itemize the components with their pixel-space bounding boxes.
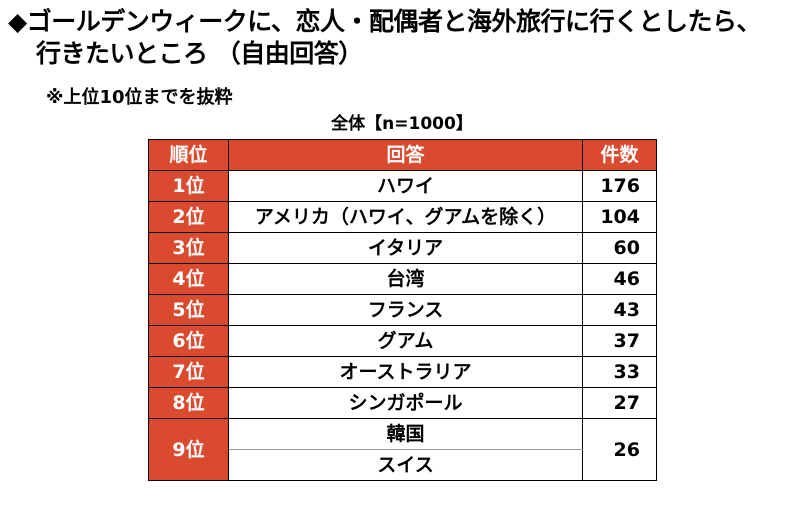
table-row: 6位 グアム 37 xyxy=(148,325,657,357)
table-row: 9位 韓国 26 xyxy=(148,418,657,481)
count-cell: 104 xyxy=(582,201,657,233)
rank-cell: 2位 xyxy=(148,201,229,233)
count-cell: 27 xyxy=(582,387,657,419)
count-cell: 43 xyxy=(582,294,657,326)
ranking-table: 順位 回答 件数 1位 ハワイ 176 2位 アメリカ（ハワイ、グアムを除く） 104 3位… xyxy=(148,139,657,481)
rank-cell: 7位 xyxy=(148,356,229,388)
table-row: 1位 ハワイ 176 xyxy=(148,170,657,202)
title-line-2: 行きたいところ （自由回答） xyxy=(36,39,363,68)
count-cell: 37 xyxy=(582,325,657,357)
count-cell: 176 xyxy=(582,170,657,202)
destination-cell: オーストラリア xyxy=(228,356,583,388)
destination-cell: フランス xyxy=(228,294,583,326)
rank-cell: 9位 xyxy=(148,418,229,481)
count-cell: 46 xyxy=(582,263,657,295)
table-header-row: 順位 回答 件数 xyxy=(148,139,657,171)
table-caption: 全体【n=1000】 xyxy=(331,114,473,134)
table-row: 2位 アメリカ（ハワイ、グアムを除く） 104 xyxy=(148,201,657,233)
header-rank: 順位 xyxy=(148,139,229,171)
header-count: 件数 xyxy=(582,139,657,171)
destination-cell: シンガポール xyxy=(228,387,583,419)
count-cell: 33 xyxy=(582,356,657,388)
header-destination: 回答 xyxy=(228,139,583,171)
table-row: 8位 シンガポール 27 xyxy=(148,387,657,419)
title-line-1: ◆ゴールデンウィークに、恋人・配偶者と海外旅行に行くとしたら、 xyxy=(8,7,761,36)
destination-cell: スイス xyxy=(228,449,583,481)
destination-cell: ハワイ xyxy=(228,170,583,202)
rank-cell: 3位 xyxy=(148,232,229,264)
rank-cell: 5位 xyxy=(148,294,229,326)
extraction-note: ※上位10位までを抜粋 xyxy=(46,87,233,108)
count-cell: 60 xyxy=(582,232,657,264)
destination-cell: 韓国 xyxy=(228,418,583,450)
rank-cell: 8位 xyxy=(148,387,229,419)
rank-cell: 1位 xyxy=(148,170,229,202)
page-title: ◆ゴールデンウィークに、恋人・配偶者と海外旅行に行くとしたら、 行きたいところ … xyxy=(8,6,788,70)
destination-cell: 台湾 xyxy=(228,263,583,295)
rank-cell: 6位 xyxy=(148,325,229,357)
table-row: 3位 イタリア 60 xyxy=(148,232,657,264)
ranking-table-body: 1位 ハワイ 176 2位 アメリカ（ハワイ、グアムを除く） 104 3位 イタリア 60 4位台… xyxy=(148,170,657,481)
destination-cell: グアム xyxy=(228,325,583,357)
count-cell: 26 xyxy=(582,418,657,481)
destination-cell: アメリカ（ハワイ、グアムを除く） xyxy=(228,201,583,233)
rank-cell: 4位 xyxy=(148,263,229,295)
table-row: スイス xyxy=(149,449,657,481)
destination-cell: イタリア xyxy=(228,232,583,264)
table-row: 4位 台湾 46 xyxy=(148,263,657,295)
table-row: 7位 オーストラリア 33 xyxy=(148,356,657,388)
table-row: 5位 フランス 43 xyxy=(148,294,657,326)
